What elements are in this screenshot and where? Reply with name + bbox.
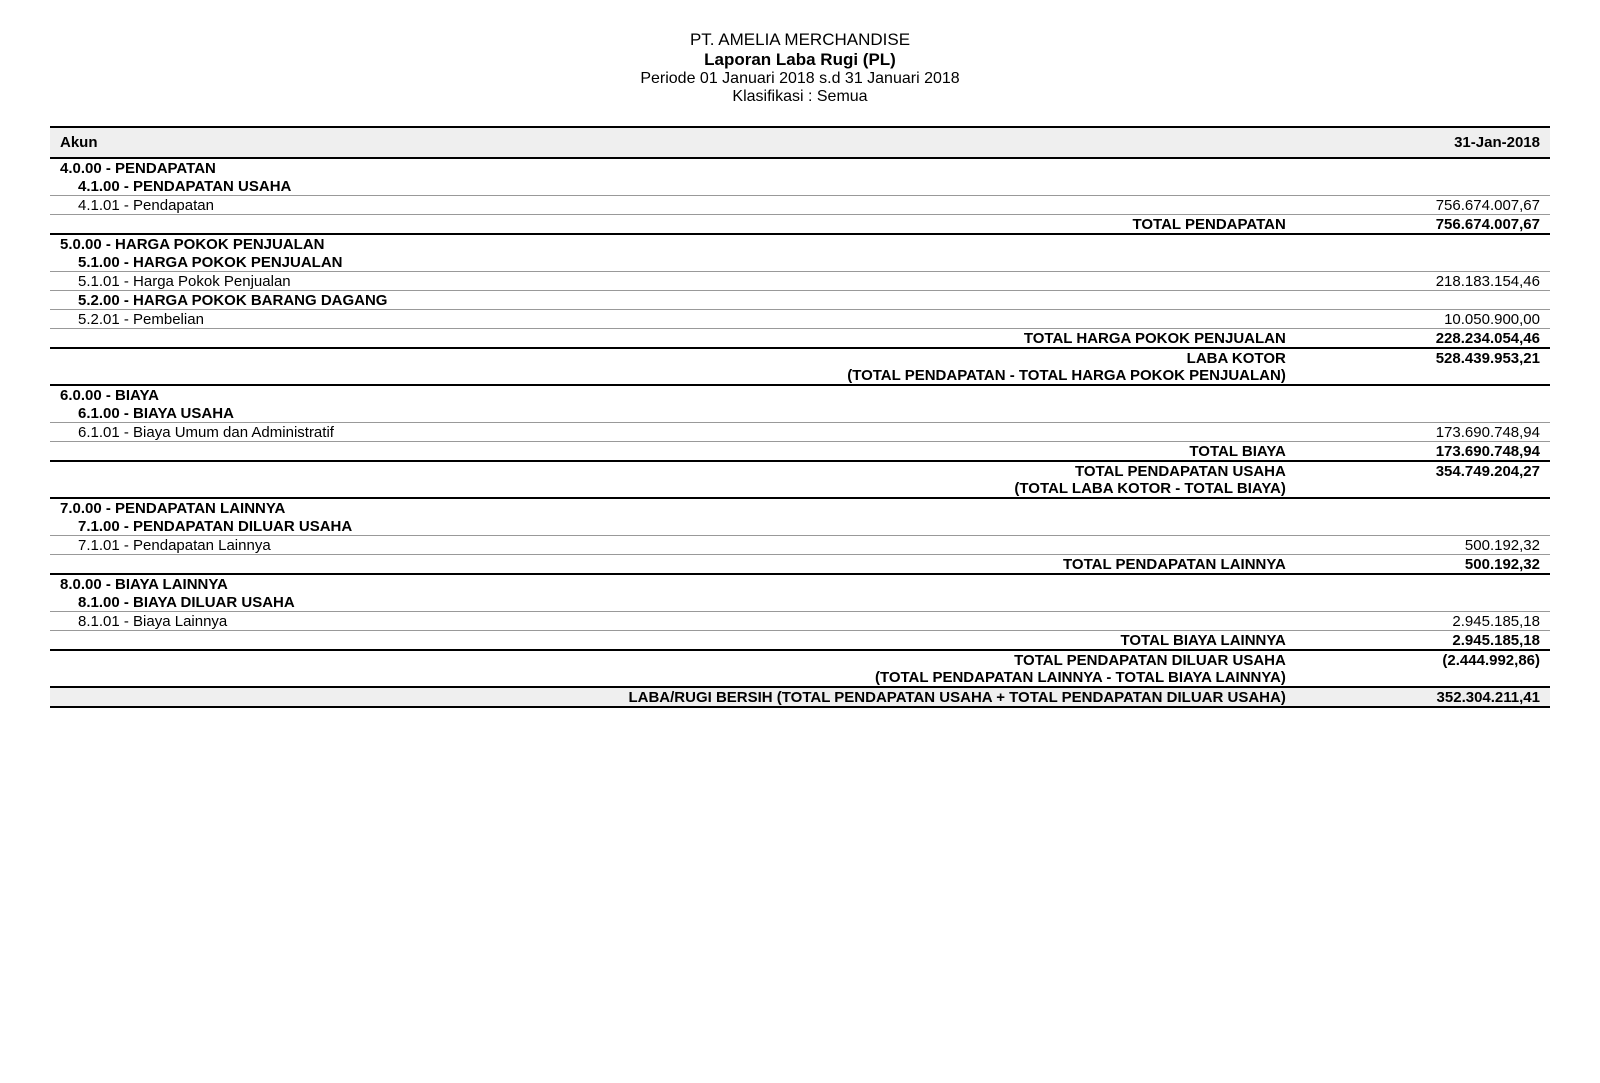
calc-formula: (TOTAL PENDAPATAN - TOTAL HARGA POKOK PE… — [60, 367, 1286, 384]
report-period: Periode 01 Januari 2018 s.d 31 Januari 2… — [50, 70, 1550, 88]
subtotal-row: TOTAL PENDAPATAN 756.674.007,67 — [50, 215, 1550, 235]
account-label: 8.1.01 - Biaya Lainnya — [50, 612, 1326, 631]
final-formula: (TOTAL PENDAPATAN USAHA + TOTAL PENDAPAT… — [777, 689, 1286, 706]
account-label: 6.0.00 - BIAYA — [50, 385, 1326, 404]
calc-title: LABA KOTOR — [60, 350, 1286, 367]
account-label: 5.2.01 - Pembelian — [50, 310, 1326, 329]
table-row: 6.0.00 - BIAYA — [50, 385, 1550, 404]
company-name: PT. AMELIA MERCHANDISE — [50, 30, 1550, 50]
subtotal-row: TOTAL PENDAPATAN LAINNYA 500.192,32 — [50, 555, 1550, 575]
calc-value: 528.439.953,21 — [1326, 348, 1550, 385]
subtotal-value: 2.945.185,18 — [1326, 631, 1550, 651]
calc-value: 354.749.204,27 — [1326, 461, 1550, 498]
account-label: 6.1.01 - Biaya Umum dan Administratif — [50, 423, 1326, 442]
table-row: 5.0.00 - HARGA POKOK PENJUALAN — [50, 234, 1550, 253]
subtotal-row: TOTAL BIAYA 173.690.748,94 — [50, 442, 1550, 462]
subtotal-value: 228.234.054,46 — [1326, 329, 1550, 349]
subtotal-row: TOTAL BIAYA LAINNYA 2.945.185,18 — [50, 631, 1550, 651]
account-value: 10.050.900,00 — [1326, 310, 1550, 329]
account-label: 7.1.00 - PENDAPATAN DILUAR USAHA — [50, 517, 1326, 536]
calc-formula: (TOTAL LABA KOTOR - TOTAL BIAYA) — [60, 480, 1286, 497]
account-value — [1326, 177, 1550, 196]
account-label: 4.1.00 - PENDAPATAN USAHA — [50, 177, 1326, 196]
account-value: 218.183.154,46 — [1326, 272, 1550, 291]
subtotal-value: 173.690.748,94 — [1326, 442, 1550, 462]
account-label: 7.0.00 - PENDAPATAN LAINNYA — [50, 498, 1326, 517]
table-row: 8.1.00 - BIAYA DILUAR USAHA — [50, 593, 1550, 612]
account-label: 4.0.00 - PENDAPATAN — [50, 158, 1326, 177]
account-value — [1326, 404, 1550, 423]
subtotal-label: TOTAL HARGA POKOK PENJUALAN — [50, 329, 1326, 349]
account-value: 500.192,32 — [1326, 536, 1550, 555]
table-row: 6.1.00 - BIAYA USAHA — [50, 404, 1550, 423]
subtotal-label: TOTAL BIAYA LAINNYA — [50, 631, 1326, 651]
report-title: Laporan Laba Rugi (PL) — [50, 50, 1550, 70]
table-header-row: Akun 31-Jan-2018 — [50, 127, 1550, 158]
account-value: 2.945.185,18 — [1326, 612, 1550, 631]
account-value: 173.690.748,94 — [1326, 423, 1550, 442]
table-row: 5.1.00 - HARGA POKOK PENJUALAN — [50, 253, 1550, 272]
subtotal-value: 756.674.007,67 — [1326, 215, 1550, 235]
calc-row: TOTAL PENDAPATAN USAHA (TOTAL LABA KOTOR… — [50, 461, 1550, 498]
final-row: LABA/RUGI BERSIH (TOTAL PENDAPATAN USAHA… — [50, 687, 1550, 707]
account-label: 5.1.00 - HARGA POKOK PENJUALAN — [50, 253, 1326, 272]
table-row: 8.1.01 - Biaya Lainnya 2.945.185,18 — [50, 612, 1550, 631]
account-value — [1326, 291, 1550, 310]
pl-table: Akun 31-Jan-2018 4.0.00 - PENDAPATAN 4.1… — [50, 126, 1550, 708]
table-row: 5.1.01 - Harga Pokok Penjualan 218.183.1… — [50, 272, 1550, 291]
subtotal-label: TOTAL PENDAPATAN — [50, 215, 1326, 235]
calc-title: TOTAL PENDAPATAN DILUAR USAHA — [60, 652, 1286, 669]
final-label: LABA/RUGI BERSIH (TOTAL PENDAPATAN USAHA… — [50, 687, 1326, 707]
table-row: 6.1.01 - Biaya Umum dan Administratif 17… — [50, 423, 1550, 442]
account-value — [1326, 593, 1550, 612]
calc-row: LABA KOTOR (TOTAL PENDAPATAN - TOTAL HAR… — [50, 348, 1550, 385]
report-classification: Klasifikasi : Semua — [50, 88, 1550, 106]
account-value — [1326, 158, 1550, 177]
calc-label: LABA KOTOR (TOTAL PENDAPATAN - TOTAL HAR… — [50, 348, 1326, 385]
final-value: 352.304.211,41 — [1326, 687, 1550, 707]
account-label: 8.0.00 - BIAYA LAINNYA — [50, 574, 1326, 593]
account-label: 5.0.00 - HARGA POKOK PENJUALAN — [50, 234, 1326, 253]
col-account: Akun — [50, 127, 1326, 158]
calc-label: TOTAL PENDAPATAN USAHA (TOTAL LABA KOTOR… — [50, 461, 1326, 498]
account-label: 6.1.00 - BIAYA USAHA — [50, 404, 1326, 423]
calc-formula: (TOTAL PENDAPATAN LAINNYA - TOTAL BIAYA … — [60, 669, 1286, 686]
table-row: 5.2.00 - HARGA POKOK BARANG DAGANG — [50, 291, 1550, 310]
calc-row: TOTAL PENDAPATAN DILUAR USAHA (TOTAL PEN… — [50, 650, 1550, 687]
col-date: 31-Jan-2018 — [1326, 127, 1550, 158]
subtotal-value: 500.192,32 — [1326, 555, 1550, 575]
account-label: 4.1.01 - Pendapatan — [50, 196, 1326, 215]
account-value — [1326, 517, 1550, 536]
account-value — [1326, 385, 1550, 404]
account-label: 5.2.00 - HARGA POKOK BARANG DAGANG — [50, 291, 1326, 310]
account-label: 7.1.01 - Pendapatan Lainnya — [50, 536, 1326, 555]
calc-title: TOTAL PENDAPATAN USAHA — [60, 463, 1286, 480]
account-label: 8.1.00 - BIAYA DILUAR USAHA — [50, 593, 1326, 612]
table-row: 4.0.00 - PENDAPATAN — [50, 158, 1550, 177]
table-row: 8.0.00 - BIAYA LAINNYA — [50, 574, 1550, 593]
subtotal-label: TOTAL BIAYA — [50, 442, 1326, 462]
account-value: 756.674.007,67 — [1326, 196, 1550, 215]
account-value — [1326, 498, 1550, 517]
calc-value: (2.444.992,86) — [1326, 650, 1550, 687]
subtotal-row: TOTAL HARGA POKOK PENJUALAN 228.234.054,… — [50, 329, 1550, 349]
table-row: 7.1.01 - Pendapatan Lainnya 500.192,32 — [50, 536, 1550, 555]
table-row: 7.1.00 - PENDAPATAN DILUAR USAHA — [50, 517, 1550, 536]
account-value — [1326, 234, 1550, 253]
account-label: 5.1.01 - Harga Pokok Penjualan — [50, 272, 1326, 291]
account-value — [1326, 574, 1550, 593]
account-value — [1326, 253, 1550, 272]
final-title: LABA/RUGI BERSIH — [628, 689, 772, 706]
subtotal-label: TOTAL PENDAPATAN LAINNYA — [50, 555, 1326, 575]
table-row: 7.0.00 - PENDAPATAN LAINNYA — [50, 498, 1550, 517]
calc-label: TOTAL PENDAPATAN DILUAR USAHA (TOTAL PEN… — [50, 650, 1326, 687]
report-header: PT. AMELIA MERCHANDISE Laporan Laba Rugi… — [50, 30, 1550, 106]
table-row: 4.1.01 - Pendapatan 756.674.007,67 — [50, 196, 1550, 215]
table-row: 5.2.01 - Pembelian 10.050.900,00 — [50, 310, 1550, 329]
table-row: 4.1.00 - PENDAPATAN USAHA — [50, 177, 1550, 196]
